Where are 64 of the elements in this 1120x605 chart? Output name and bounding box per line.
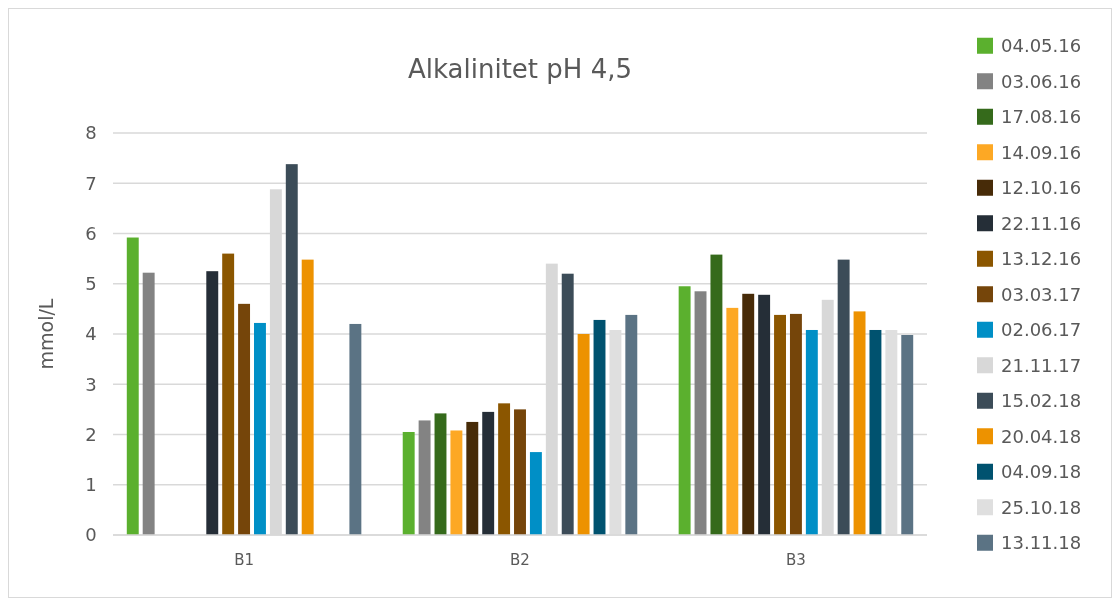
bar xyxy=(238,303,251,535)
legend-label: 17.08.16 xyxy=(1001,106,1082,128)
bar xyxy=(774,314,786,535)
y-tick-label: 3 xyxy=(85,373,97,395)
legend-label: 13.11.18 xyxy=(1001,532,1082,554)
y-tick-label: 5 xyxy=(85,273,97,295)
bar xyxy=(694,291,707,535)
bar xyxy=(853,311,866,535)
bar xyxy=(577,334,590,535)
bar xyxy=(142,272,155,535)
y-tick-label: 8 xyxy=(85,122,97,144)
legend-label: 14.09.16 xyxy=(1001,141,1082,163)
legend-label: 03.06.16 xyxy=(1001,70,1082,92)
x-tick-label: B3 xyxy=(786,551,806,569)
legend-label: 25.10.18 xyxy=(1001,496,1082,518)
legend-label: 02.06.17 xyxy=(1001,319,1082,341)
bar xyxy=(450,430,463,535)
bar xyxy=(301,259,314,535)
legend-label: 04.09.18 xyxy=(1001,461,1082,483)
bar xyxy=(254,322,266,535)
y-tick-label: 2 xyxy=(85,423,97,445)
bar xyxy=(869,329,882,535)
x-tick-label: B1 xyxy=(234,551,254,569)
legend-label: 04.05.16 xyxy=(1001,35,1082,57)
bar xyxy=(434,413,447,535)
bar xyxy=(482,411,495,535)
bar xyxy=(126,237,139,535)
y-tick-label: 7 xyxy=(85,172,97,194)
bar xyxy=(789,313,802,535)
y-tick-label: 6 xyxy=(85,222,97,244)
bar xyxy=(529,452,542,535)
legend-label: 03.03.17 xyxy=(1001,283,1082,305)
bar xyxy=(466,421,479,535)
y-axis-title: mmol/L xyxy=(35,298,57,370)
legend-label: 21.11.17 xyxy=(1001,354,1082,376)
bar xyxy=(593,319,606,535)
bar xyxy=(805,329,818,535)
bar xyxy=(625,314,638,535)
y-tick-label: 1 xyxy=(85,474,97,496)
legend-label: 13.12.16 xyxy=(1001,248,1082,270)
bar xyxy=(901,335,914,535)
bar xyxy=(710,254,723,535)
bar xyxy=(402,431,415,535)
y-tick-label: 4 xyxy=(85,323,97,345)
bar xyxy=(349,323,362,535)
bar xyxy=(726,307,739,535)
legend-label: 22.11.16 xyxy=(1001,212,1082,234)
bar xyxy=(222,253,235,535)
bar xyxy=(418,420,431,535)
x-tick-label: B2 xyxy=(510,551,530,569)
bar xyxy=(678,286,691,535)
bar xyxy=(206,271,219,535)
bar xyxy=(285,164,298,535)
legend-label: 12.10.16 xyxy=(1001,177,1082,199)
bar xyxy=(514,409,526,535)
bar xyxy=(498,403,511,535)
bar xyxy=(837,259,850,535)
legend-label: 20.04.18 xyxy=(1001,425,1082,447)
y-tick-label: 0 xyxy=(85,524,97,546)
legend-label: 15.02.18 xyxy=(1001,390,1082,412)
bar xyxy=(758,294,771,535)
bar xyxy=(742,293,755,535)
chart-title: Alkalinitet pH 4,5 xyxy=(407,54,633,84)
bar xyxy=(561,273,574,535)
